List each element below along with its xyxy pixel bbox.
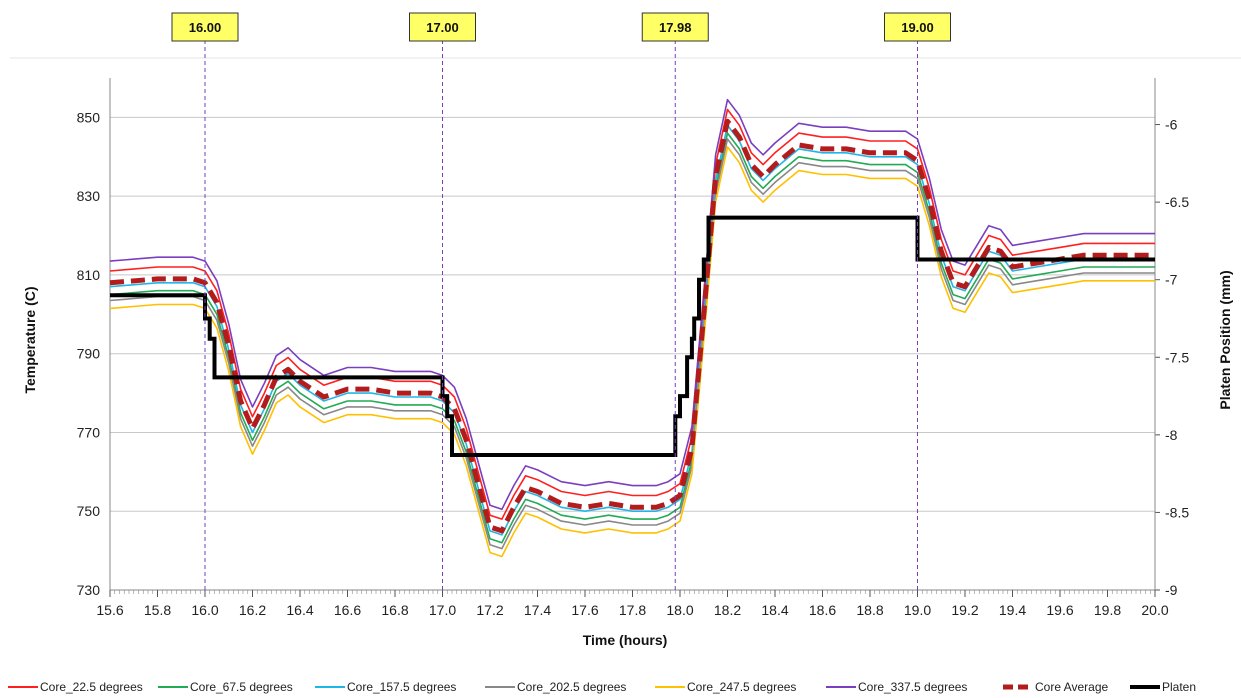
y-tick-label: 750 <box>77 503 101 519</box>
legend-label: Core_157.5 degrees <box>347 680 456 694</box>
x-tick-label: 17.6 <box>571 602 598 618</box>
marker-label-box <box>884 12 951 42</box>
x-tick-label: 18.6 <box>809 602 836 618</box>
x-tick-label: 15.8 <box>144 602 171 618</box>
x-tick-label: 15.6 <box>96 602 123 618</box>
legend-label: Core_202.5 degrees <box>517 680 626 694</box>
x-tick-label: 18.8 <box>856 602 883 618</box>
legend-label: Core Average <box>1035 680 1108 694</box>
y2-tick-label: -9 <box>1165 582 1178 598</box>
legend-label: Core_247.5 degrees <box>687 680 796 694</box>
marker-label: 17.00 <box>426 20 459 35</box>
legend-label: Core_22.5 degrees <box>40 680 143 694</box>
x-tick-label: 16.8 <box>381 602 408 618</box>
time-markers: 16.00 17.00 17.98 19.00 <box>171 12 951 590</box>
x-tick-label: 16.2 <box>239 602 266 618</box>
x-tick-label: 17.0 <box>429 602 456 618</box>
y2-tick-label: -7 <box>1165 272 1178 288</box>
legend-label: Core_337.5 degrees <box>858 680 967 694</box>
marker-label-box <box>409 12 476 42</box>
marker-label: 19.00 <box>901 20 934 35</box>
series-line-platen <box>110 215 1155 457</box>
x-tick-label: 16.4 <box>286 602 313 618</box>
legend-label: Core_67.5 degrees <box>190 680 293 694</box>
series-line-core-202-5-degrees <box>109 138 1155 550</box>
x-tick-label: 19.6 <box>1046 602 1073 618</box>
y2-tick-label: -6.5 <box>1165 194 1189 210</box>
series-lines <box>109 98 1155 558</box>
y2-tick-label: -7.5 <box>1165 349 1189 365</box>
legend-label: Platen <box>1162 680 1196 694</box>
x-tick-label: 16.6 <box>334 602 361 618</box>
y-tick-label: 730 <box>77 582 101 598</box>
marker-label: 17.98 <box>659 20 692 35</box>
x-tick-label: 17.2 <box>476 602 503 618</box>
y-axis-title: Temperature (C) <box>22 286 38 393</box>
y-tick-label: 770 <box>77 424 101 440</box>
series-line-core-247-5-degrees <box>109 146 1155 558</box>
x-tick-label: 20.0 <box>1141 602 1168 618</box>
y-tick-label: 830 <box>77 188 101 204</box>
series-line-core-22-5-degrees <box>109 108 1155 520</box>
x-tick-label: 18.0 <box>666 602 693 618</box>
marker-label-box <box>171 12 239 42</box>
axes: 730 750 770 790 810 830 850 -9 -8.5 -8 -7.5 -7 -6.5 -… <box>77 78 1189 618</box>
series-line-core-average <box>109 118 1155 534</box>
x-tick-label: 17.4 <box>524 602 551 618</box>
x-axis-title: Time (hours) <box>583 632 668 648</box>
y-tick-label: 810 <box>77 267 101 283</box>
x-tick-label: 18.2 <box>714 602 741 618</box>
y-tick-label: 790 <box>77 346 101 362</box>
x-tick-label: 19.4 <box>999 602 1026 618</box>
y-tick-label: 850 <box>77 109 101 125</box>
series-line-core-67-5-degrees <box>109 132 1155 544</box>
y2-tick-label: -6 <box>1165 117 1178 133</box>
y2-tick-label: -8 <box>1165 427 1178 443</box>
x-tick-label: 18.4 <box>761 602 788 618</box>
x-tick-label: 16.0 <box>191 602 218 618</box>
x-tick-label: 19.8 <box>1094 602 1121 618</box>
x-tick-label: 17.8 <box>619 602 646 618</box>
y2-tick-label: -8.5 <box>1165 504 1189 520</box>
marker-label-box <box>641 12 709 42</box>
x-tick-label: 19.2 <box>951 602 978 618</box>
legend: Core_22.5 degrees Core_67.5 degrees Core_1… <box>8 680 1196 694</box>
marker-label: 16.00 <box>189 20 222 35</box>
y2-axis-title: Platen Position (mm) <box>1217 270 1233 409</box>
series-line-core-337-5-degrees <box>109 98 1155 511</box>
x-tick-label: 19.0 <box>904 602 931 618</box>
